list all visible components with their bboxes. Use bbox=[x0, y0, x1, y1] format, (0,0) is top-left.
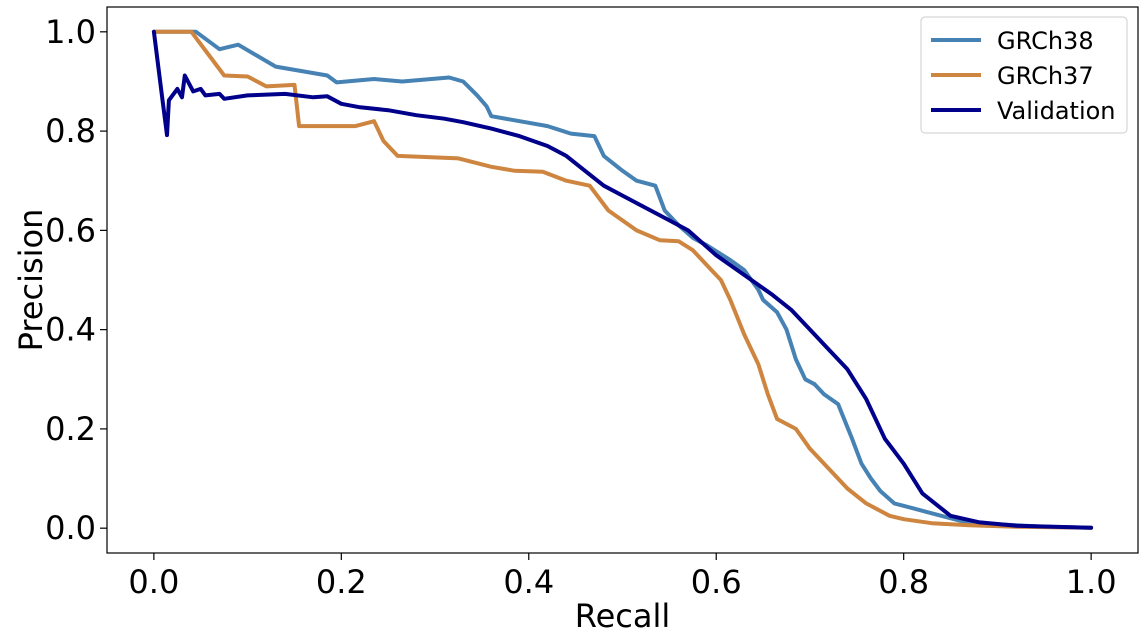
series-line-grch38 bbox=[151, 29, 1094, 530]
legend-label: GRCh38 bbox=[997, 27, 1094, 55]
y-tick-label: 0.4 bbox=[45, 311, 96, 349]
y-tick-label: 0.0 bbox=[45, 509, 96, 547]
legend-label: Validation bbox=[997, 97, 1116, 125]
plot-frame bbox=[106, 6, 1139, 554]
x-tick-label: 0.6 bbox=[691, 563, 742, 601]
series-line-grch37 bbox=[151, 29, 1094, 530]
legend-box bbox=[920, 16, 1128, 134]
x-axis-label: Recall bbox=[575, 597, 670, 635]
legend: GRCh38 GRCh37 Validation bbox=[920, 16, 1128, 134]
x-tick-label: 0.4 bbox=[503, 563, 554, 601]
y-tick-label: 1.0 bbox=[45, 13, 96, 51]
y-tick-label: 0.2 bbox=[45, 410, 96, 448]
y-tick-label: 0.8 bbox=[45, 112, 96, 150]
y-axis-label: Precision bbox=[12, 209, 50, 352]
series-line-validation bbox=[151, 29, 1094, 530]
x-tick-label: 0.2 bbox=[316, 563, 367, 601]
x-tick-label: 1.0 bbox=[1066, 563, 1117, 601]
x-axis: 0.0 0.2 0.4 0.6 0.8 1.0 bbox=[128, 553, 1117, 601]
x-tick-label: 0.0 bbox=[128, 563, 179, 601]
y-axis: 0.0 0.2 0.4 0.6 0.8 1.0 bbox=[45, 13, 107, 547]
y-tick-label: 0.6 bbox=[45, 211, 96, 249]
series-lines bbox=[151, 29, 1094, 530]
x-tick-label: 0.8 bbox=[878, 563, 929, 601]
legend-label: GRCh37 bbox=[997, 62, 1094, 90]
